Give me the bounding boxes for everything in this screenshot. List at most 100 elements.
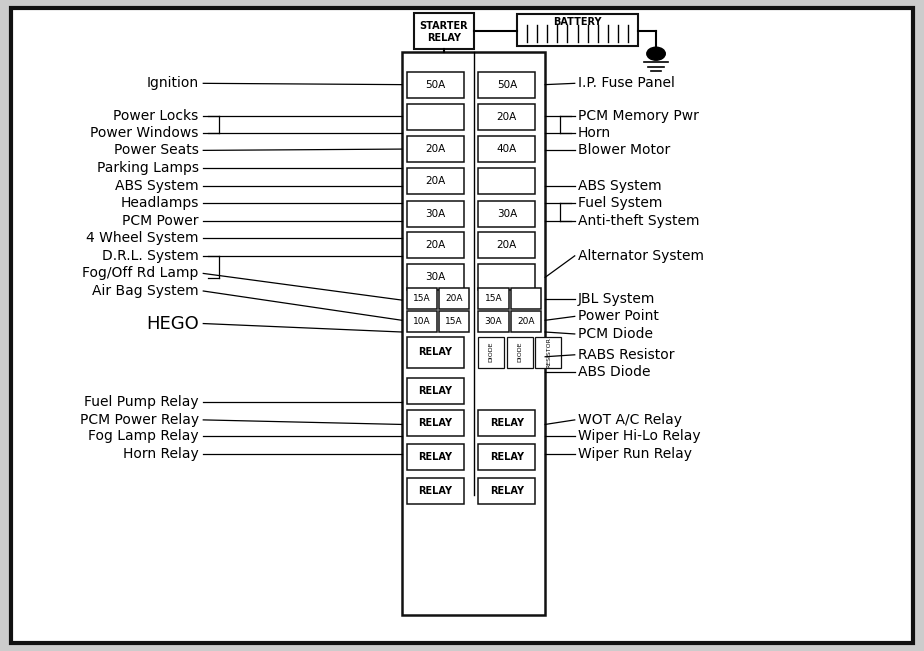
Text: RELAY: RELAY <box>419 452 452 462</box>
Bar <box>479 201 535 227</box>
Text: Fuel System: Fuel System <box>578 196 662 210</box>
Text: DIODE: DIODE <box>517 342 522 363</box>
Text: Blower Motor: Blower Motor <box>578 143 670 158</box>
Text: 40A: 40A <box>497 144 517 154</box>
Bar <box>479 168 535 194</box>
Text: Power Seats: Power Seats <box>114 143 199 158</box>
Text: PCM Power: PCM Power <box>122 214 199 228</box>
Bar <box>407 232 464 258</box>
Bar <box>407 168 464 194</box>
Text: PCM Memory Pwr: PCM Memory Pwr <box>578 109 699 123</box>
Text: 4 Wheel System: 4 Wheel System <box>86 231 199 245</box>
Bar <box>407 337 464 368</box>
Text: RELAY: RELAY <box>427 33 461 43</box>
Text: RELAY: RELAY <box>490 452 524 462</box>
Bar <box>439 311 469 332</box>
Bar <box>407 288 437 309</box>
Text: ABS System: ABS System <box>115 178 199 193</box>
Bar <box>479 264 535 290</box>
Bar <box>407 201 464 227</box>
Text: WOT A/C Relay: WOT A/C Relay <box>578 413 682 427</box>
Text: Power Locks: Power Locks <box>114 109 199 123</box>
Bar <box>479 104 535 130</box>
Text: 50A: 50A <box>497 79 517 90</box>
Text: Fog/Off Rd Lamp: Fog/Off Rd Lamp <box>82 266 199 281</box>
Text: PCM Diode: PCM Diode <box>578 327 652 341</box>
Circle shape <box>647 48 665 60</box>
Text: RELAY: RELAY <box>419 418 452 428</box>
Text: 30A: 30A <box>484 317 503 326</box>
Bar <box>535 337 561 368</box>
Bar <box>506 337 532 368</box>
Bar <box>510 288 541 309</box>
Bar <box>510 311 541 332</box>
Text: 15A: 15A <box>413 294 431 303</box>
Bar <box>407 72 464 98</box>
Text: RELAY: RELAY <box>490 486 524 496</box>
Bar <box>479 410 535 436</box>
Text: 20A: 20A <box>517 317 534 326</box>
Bar <box>479 232 535 258</box>
Text: 20A: 20A <box>497 112 517 122</box>
Bar <box>479 337 505 368</box>
Text: DIODE: DIODE <box>489 342 493 363</box>
Text: Horn: Horn <box>578 126 611 141</box>
Text: ABS System: ABS System <box>578 178 662 193</box>
Text: Wiper Run Relay: Wiper Run Relay <box>578 447 691 462</box>
Text: RELAY: RELAY <box>419 486 452 496</box>
Text: 20A: 20A <box>445 294 463 303</box>
Bar <box>414 13 474 49</box>
Bar <box>517 14 638 46</box>
Bar <box>407 444 464 470</box>
Text: RELAY: RELAY <box>419 347 452 357</box>
Text: HEGO: HEGO <box>146 314 199 333</box>
Text: PCM Power Relay: PCM Power Relay <box>79 413 199 427</box>
Text: RELAY: RELAY <box>490 418 524 428</box>
Text: Parking Lamps: Parking Lamps <box>97 161 199 175</box>
Text: 30A: 30A <box>425 208 445 219</box>
Text: 10A: 10A <box>413 317 431 326</box>
Text: I.P. Fuse Panel: I.P. Fuse Panel <box>578 76 675 90</box>
Bar <box>407 311 437 332</box>
Text: Fog Lamp Relay: Fog Lamp Relay <box>88 429 199 443</box>
Bar <box>407 104 464 130</box>
Bar <box>479 311 508 332</box>
Bar <box>407 136 464 162</box>
Text: Wiper Hi-Lo Relay: Wiper Hi-Lo Relay <box>578 429 700 443</box>
Bar <box>479 72 535 98</box>
Text: 15A: 15A <box>445 317 463 326</box>
Text: BATTERY: BATTERY <box>553 17 602 27</box>
Bar <box>479 444 535 470</box>
Text: 20A: 20A <box>497 240 517 251</box>
Text: Alternator System: Alternator System <box>578 249 703 263</box>
Bar <box>402 52 545 615</box>
Text: 50A: 50A <box>425 79 445 90</box>
Text: STARTER: STARTER <box>419 21 468 31</box>
Text: JBL System: JBL System <box>578 292 655 306</box>
Text: Ignition: Ignition <box>147 76 199 90</box>
Bar <box>439 288 469 309</box>
Bar <box>479 288 508 309</box>
Text: RELAY: RELAY <box>419 385 452 396</box>
Text: 30A: 30A <box>497 208 517 219</box>
Text: Air Bag System: Air Bag System <box>92 284 199 298</box>
Bar <box>407 378 464 404</box>
Bar <box>479 478 535 504</box>
Text: 20A: 20A <box>425 144 445 154</box>
Text: D.R.L. System: D.R.L. System <box>102 249 199 263</box>
Text: 20A: 20A <box>425 240 445 251</box>
Text: Power Point: Power Point <box>578 309 659 324</box>
Bar <box>407 264 464 290</box>
Text: Horn Relay: Horn Relay <box>123 447 199 462</box>
Text: ABS Diode: ABS Diode <box>578 365 650 380</box>
Text: Headlamps: Headlamps <box>120 196 199 210</box>
Text: 30A: 30A <box>425 272 445 283</box>
Text: 20A: 20A <box>425 176 445 186</box>
Text: Anti-theft System: Anti-theft System <box>578 214 699 228</box>
Text: Power Windows: Power Windows <box>91 126 199 141</box>
Text: Fuel Pump Relay: Fuel Pump Relay <box>84 395 199 409</box>
Bar <box>407 478 464 504</box>
Bar <box>407 410 464 436</box>
Bar <box>479 136 535 162</box>
Text: 15A: 15A <box>484 294 503 303</box>
